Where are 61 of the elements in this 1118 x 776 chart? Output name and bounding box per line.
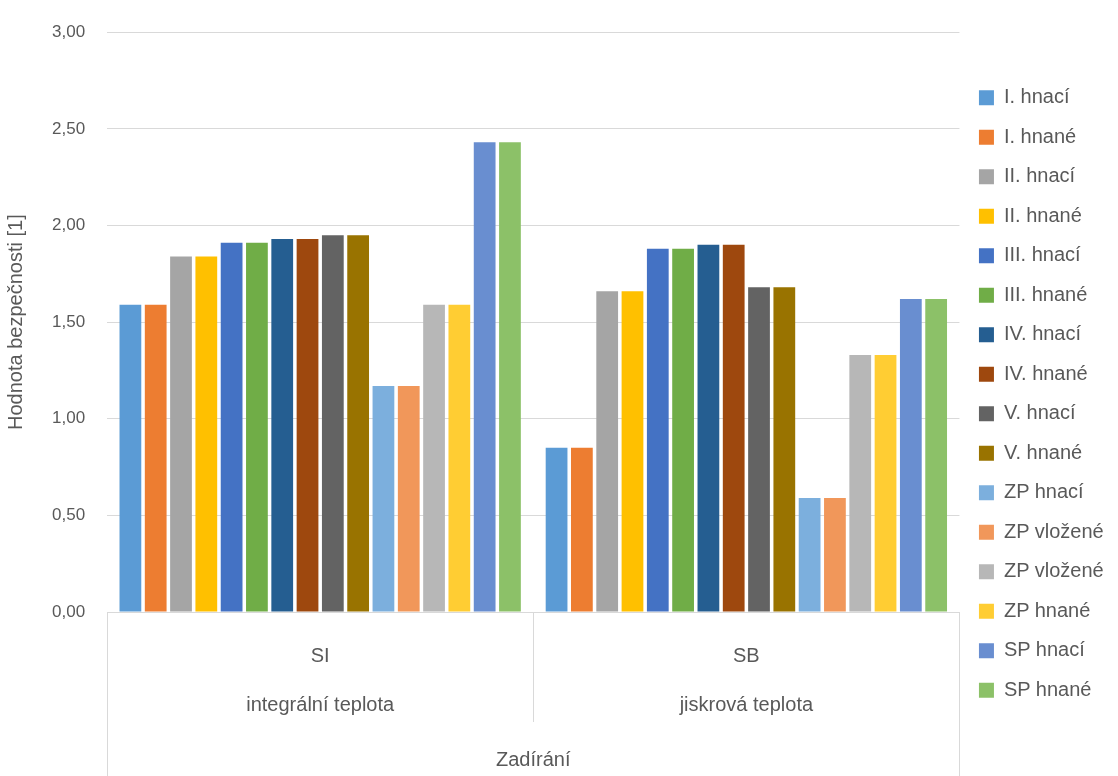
- bar: [499, 142, 521, 612]
- bar: [697, 244, 720, 612]
- y-tick-label: 0,00: [51, 601, 86, 621]
- bar: [824, 497, 846, 612]
- bar: [170, 256, 192, 612]
- bar: [119, 304, 142, 612]
- bar: [798, 497, 821, 612]
- legend-label: I. hnané: [1003, 124, 1077, 147]
- bar: [296, 239, 319, 612]
- bar: [874, 354, 897, 612]
- legend-label: V. hnané: [1003, 440, 1083, 463]
- legend-label: SP hnané: [1003, 677, 1092, 700]
- legend-label: III. hnací: [1003, 243, 1082, 266]
- legend-label: ZP hnací: [1003, 480, 1085, 503]
- bar: [397, 385, 420, 612]
- x-tick-label: SI: [310, 643, 330, 666]
- bar: [423, 304, 445, 612]
- y-tick-label: 1,50: [51, 311, 86, 331]
- bar: [849, 354, 872, 612]
- legend-label: II. hnací: [1003, 164, 1076, 187]
- legend-label: ZP hnané: [1003, 598, 1091, 621]
- legend-label: ZP vložené: [1003, 519, 1104, 542]
- y-tick-label: 2,50: [51, 118, 86, 138]
- bar: [621, 291, 644, 612]
- bar: [773, 287, 796, 612]
- legend-label: IV. hnané: [1003, 361, 1088, 384]
- legend-label: II. hnané: [1003, 203, 1082, 226]
- bar: [448, 304, 471, 612]
- y-tick-label: 1,00: [51, 408, 86, 428]
- bar: [372, 385, 395, 612]
- bar: [220, 242, 243, 612]
- bar: [899, 298, 922, 612]
- bar: [646, 248, 669, 612]
- bar: [672, 248, 694, 612]
- legend-label: V. hnací: [1003, 401, 1076, 424]
- legend-label: IV. hnací: [1003, 322, 1082, 345]
- bar: [347, 235, 370, 612]
- bar: [925, 298, 948, 612]
- y-tick-label: 3,00: [51, 21, 86, 41]
- y-tick-label: 0,50: [51, 505, 86, 525]
- y-tick-label: 2,00: [51, 215, 86, 235]
- bar: [271, 239, 294, 612]
- bar: [246, 242, 268, 612]
- bar: [473, 142, 496, 612]
- text: integrální teplota: [246, 692, 395, 715]
- x-axis-title: Zadírání: [496, 747, 571, 770]
- y-axis-title: Hodnota bezpečnosti [1]: [3, 214, 26, 430]
- bar: [195, 256, 218, 612]
- legend-label: ZP vložené: [1003, 559, 1104, 582]
- legend-label: SP hnací: [1003, 638, 1086, 661]
- bar: [722, 244, 745, 612]
- bar: [596, 291, 619, 612]
- legend-label: I. hnací: [1003, 85, 1070, 108]
- x-tick-label: SB: [733, 643, 760, 666]
- bar: [571, 447, 593, 612]
- bar: [545, 447, 568, 612]
- legend-label: III. hnané: [1003, 282, 1088, 305]
- bar: [748, 287, 770, 612]
- bar: [144, 304, 167, 612]
- bar: [321, 235, 344, 612]
- text: jiskrová teplota: [678, 692, 814, 715]
